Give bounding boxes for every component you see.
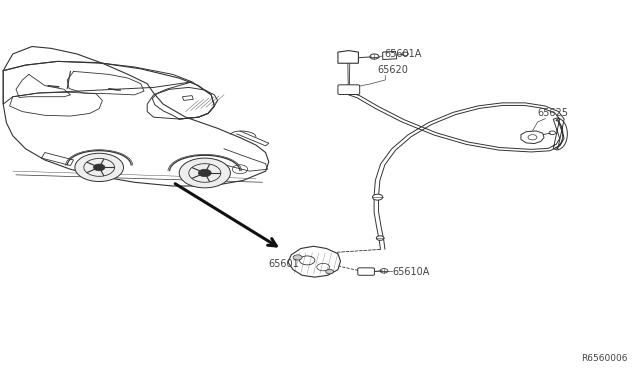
- Circle shape: [372, 194, 383, 200]
- FancyBboxPatch shape: [358, 268, 374, 275]
- Circle shape: [293, 255, 302, 260]
- Text: 65625: 65625: [538, 108, 568, 118]
- Circle shape: [376, 236, 384, 240]
- Circle shape: [402, 52, 408, 56]
- Circle shape: [93, 164, 105, 171]
- Polygon shape: [338, 51, 358, 63]
- Circle shape: [370, 54, 379, 59]
- Text: 65601: 65601: [269, 259, 300, 269]
- Polygon shape: [288, 246, 340, 277]
- Circle shape: [179, 158, 230, 188]
- Circle shape: [75, 153, 124, 182]
- Text: 65610A: 65610A: [392, 267, 429, 276]
- Circle shape: [549, 131, 556, 135]
- Text: 65601A: 65601A: [384, 49, 421, 59]
- Circle shape: [198, 169, 211, 177]
- Polygon shape: [521, 131, 544, 144]
- Polygon shape: [383, 51, 397, 60]
- Circle shape: [326, 269, 333, 274]
- Circle shape: [380, 269, 388, 273]
- Text: R6560006: R6560006: [580, 354, 627, 363]
- FancyBboxPatch shape: [338, 85, 360, 94]
- Text: 65620: 65620: [378, 65, 408, 75]
